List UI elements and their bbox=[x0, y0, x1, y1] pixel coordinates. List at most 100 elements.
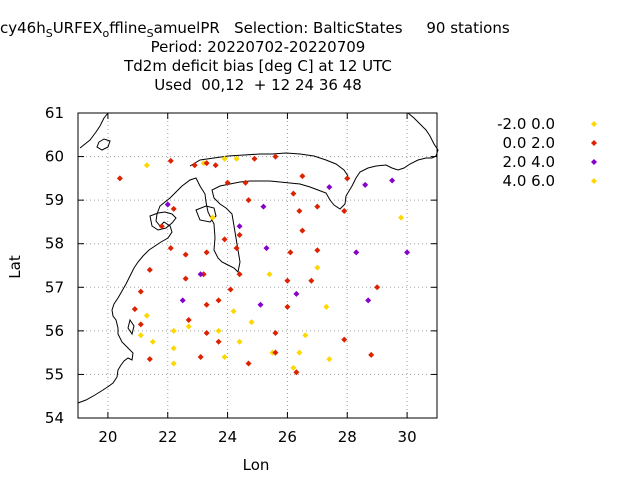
data-point bbox=[149, 338, 156, 345]
x-tick-label: 28 bbox=[338, 428, 357, 446]
chart-title: cy46hSURFEXofflineSamuelPR Selection: Ba… bbox=[0, 19, 510, 94]
data-point bbox=[398, 214, 405, 221]
data-point bbox=[170, 327, 177, 334]
data-point bbox=[293, 290, 300, 297]
data-point bbox=[137, 288, 144, 295]
x-tick-label: 30 bbox=[398, 428, 417, 446]
data-point bbox=[245, 360, 252, 367]
data-point bbox=[323, 303, 330, 310]
data-point bbox=[293, 369, 300, 376]
data-point bbox=[191, 162, 198, 169]
x-axis-label: Lon bbox=[243, 456, 270, 474]
legend-marker bbox=[591, 178, 597, 184]
legend-marker bbox=[591, 121, 597, 127]
data-point bbox=[197, 354, 204, 360]
data-point bbox=[185, 316, 192, 323]
data-point bbox=[314, 264, 321, 271]
data-point bbox=[341, 336, 348, 343]
data-point bbox=[284, 303, 291, 310]
data-point bbox=[314, 203, 321, 210]
data-point bbox=[365, 297, 372, 304]
data-point bbox=[299, 227, 306, 234]
data-point bbox=[116, 175, 123, 182]
data-point bbox=[296, 349, 303, 356]
data-point bbox=[233, 155, 240, 162]
data-point bbox=[182, 251, 189, 258]
data-point bbox=[344, 175, 351, 182]
x-tick-label: 26 bbox=[278, 428, 297, 446]
data-point bbox=[353, 249, 360, 256]
data-point bbox=[158, 223, 165, 230]
data-point bbox=[272, 349, 279, 356]
data-point bbox=[290, 364, 297, 371]
data-point bbox=[203, 160, 210, 167]
data-point bbox=[227, 286, 234, 293]
data-point bbox=[143, 312, 150, 319]
data-point bbox=[203, 330, 210, 337]
data-point bbox=[164, 201, 171, 208]
data-point bbox=[362, 181, 369, 188]
data-point bbox=[368, 351, 375, 358]
y-tick-label: 59 bbox=[45, 191, 64, 209]
y-tick-label: 54 bbox=[45, 409, 64, 427]
data-point bbox=[308, 277, 315, 284]
data-point bbox=[212, 162, 219, 169]
title-line-2: Period: 20220702-20220709 bbox=[151, 38, 366, 56]
data-point bbox=[146, 266, 153, 273]
data-point bbox=[182, 275, 189, 282]
data-point bbox=[287, 249, 294, 256]
data-point bbox=[404, 249, 411, 256]
data-point bbox=[170, 205, 177, 212]
data-point bbox=[197, 271, 204, 278]
x-tick-label: 20 bbox=[98, 428, 117, 446]
data-point bbox=[326, 356, 333, 363]
data-point bbox=[326, 184, 333, 191]
data-point bbox=[260, 203, 267, 210]
data-point bbox=[236, 232, 243, 238]
legend-label: 2.0 4.0 bbox=[503, 153, 555, 171]
legend: -2.0 0.00.0 2.02.0 4.04.0 6.0 bbox=[497, 115, 597, 190]
y-tick-label: 55 bbox=[45, 365, 64, 383]
data-point bbox=[167, 245, 174, 252]
data-point bbox=[272, 330, 279, 337]
data-point bbox=[236, 271, 243, 278]
title-line-3: Td2m deficit bias [deg C] at 12 UTC bbox=[123, 57, 392, 75]
data-point bbox=[203, 249, 210, 256]
title-line-1: cy46hSURFEXofflineSamuelPR Selection: Ba… bbox=[0, 19, 510, 40]
data-point bbox=[272, 153, 279, 160]
data-point bbox=[236, 338, 243, 345]
data-point bbox=[263, 245, 270, 252]
data-point bbox=[215, 327, 222, 334]
data-point bbox=[224, 179, 231, 186]
data-point bbox=[215, 297, 222, 304]
data-point bbox=[209, 214, 216, 221]
data-point bbox=[233, 245, 240, 252]
axes: 20 22 24 26 28 30 54 55 56 57 58 59 60 61 bbox=[45, 104, 438, 446]
data-point bbox=[137, 332, 144, 339]
legend-label: 0.0 2.0 bbox=[503, 134, 555, 152]
y-tick-label: 56 bbox=[45, 322, 64, 340]
legend-marker bbox=[591, 140, 597, 146]
data-point bbox=[245, 197, 252, 204]
data-point bbox=[137, 321, 144, 328]
x-tick-label: 24 bbox=[218, 428, 237, 446]
data-point bbox=[215, 338, 222, 345]
data-point bbox=[290, 190, 297, 197]
data-point bbox=[314, 247, 321, 254]
data-point bbox=[203, 301, 210, 308]
data-point bbox=[230, 308, 237, 315]
data-point bbox=[302, 332, 309, 339]
legend-label: 4.0 6.0 bbox=[503, 172, 555, 190]
data-points bbox=[116, 153, 411, 376]
data-point bbox=[170, 360, 177, 367]
y-tick-label: 60 bbox=[45, 148, 64, 166]
data-point bbox=[242, 179, 249, 186]
grid bbox=[78, 112, 437, 419]
legend-marker bbox=[591, 159, 597, 165]
data-point bbox=[170, 345, 177, 352]
data-point bbox=[185, 323, 192, 330]
legend-label: -2.0 0.0 bbox=[497, 115, 555, 133]
data-point bbox=[296, 208, 303, 215]
plot-frame bbox=[77, 112, 438, 419]
